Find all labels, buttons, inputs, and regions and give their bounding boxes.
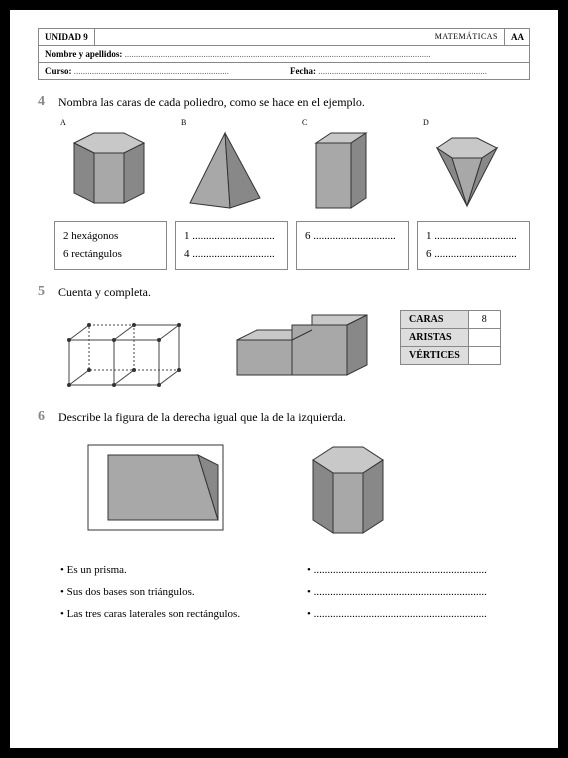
shape-a-hexagonal-prism: A xyxy=(54,118,167,213)
cuboid-icon xyxy=(296,128,386,213)
unidad-label: UNIDAD 9 xyxy=(39,29,95,45)
label-c: C xyxy=(296,118,409,127)
right-bullet-1[interactable]: ........................................… xyxy=(307,559,530,581)
pyramid-icon xyxy=(175,128,275,213)
wireframe-solid-icon xyxy=(54,310,204,395)
right-bullet-2[interactable]: ........................................… xyxy=(307,581,530,603)
caras-label: CARAS xyxy=(401,311,469,329)
curso-dots[interactable]: ........................................… xyxy=(74,66,229,76)
caras-value: 8 xyxy=(468,311,500,329)
answer-a2: 6 rectángulos xyxy=(63,246,158,264)
aristas-value[interactable] xyxy=(468,329,500,347)
label-b: B xyxy=(175,118,288,127)
right-description[interactable]: ........................................… xyxy=(307,559,530,625)
fecha-label: Fecha: xyxy=(290,66,316,76)
fecha-row: Fecha: .................................… xyxy=(284,63,529,79)
label-a: A xyxy=(54,118,167,127)
name-dots[interactable]: ........................................… xyxy=(125,49,431,59)
right-bullet-3[interactable]: ........................................… xyxy=(307,603,530,625)
shape-d-inverted-pyramid: D xyxy=(417,118,530,213)
question-4: 4 Nombra las caras de cada poliedro, com… xyxy=(38,94,530,270)
q5-text: Cuenta y completa. xyxy=(58,284,151,300)
question-6: 6 Describe la figura de la derecha igual… xyxy=(38,409,530,625)
name-row: Nombre y apellidos: ....................… xyxy=(39,46,529,62)
vertices-value[interactable] xyxy=(468,347,500,365)
answer-b2[interactable]: 4 .............................. xyxy=(184,246,279,264)
name-label: Nombre y apellidos: xyxy=(45,49,122,59)
left-description: Es un prisma. Sus dos bases son triángul… xyxy=(60,559,283,625)
fecha-dots[interactable]: ........................................… xyxy=(318,66,487,76)
question-5: 5 Cuenta y completa. xyxy=(38,284,530,395)
triangular-prism-icon xyxy=(68,435,243,545)
answer-c[interactable]: 6 .............................. xyxy=(296,221,409,270)
hexagonal-prism-icon xyxy=(54,128,154,213)
curso-row: Curso: .................................… xyxy=(39,63,284,79)
inverted-hexagonal-pyramid-icon xyxy=(417,128,517,213)
answer-b[interactable]: 1 .............................. 4 .....… xyxy=(175,221,288,270)
answer-a1: 2 hexágonos xyxy=(63,228,158,246)
q6-text: Describe la figura de la derecha igual q… xyxy=(58,409,346,425)
q4-text: Nombra las caras de cada poliedro, como … xyxy=(58,94,365,110)
l-shaped-solid-icon xyxy=(222,310,382,395)
answer-d2[interactable]: 6 .............................. xyxy=(426,246,521,264)
vertices-label: VÉRTICES xyxy=(401,347,469,365)
answer-c1[interactable]: 6 .............................. xyxy=(305,228,400,246)
faces-table: CARAS8 ARISTAS VÉRTICES xyxy=(400,310,501,365)
q5-number: 5 xyxy=(38,284,52,300)
left-bullet-2: Sus dos bases son triángulos. xyxy=(60,581,283,603)
header-box: UNIDAD 9 MATEMÁTICAS AA Nombre y apellid… xyxy=(38,28,530,80)
shape-c-cuboid: C xyxy=(296,118,409,213)
curso-label: Curso: xyxy=(45,66,72,76)
q6-number: 6 xyxy=(38,409,52,425)
aristas-label: ARISTAS xyxy=(401,329,469,347)
label-d: D xyxy=(417,118,530,127)
answer-b1[interactable]: 1 .............................. xyxy=(184,228,279,246)
answer-d1[interactable]: 1 .............................. xyxy=(426,228,521,246)
left-bullet-3: Las tres caras laterales son rectángulos… xyxy=(60,603,283,625)
left-bullet-1: Es un prisma. xyxy=(60,559,283,581)
level-label: AA xyxy=(505,29,529,45)
worksheet-page: UNIDAD 9 MATEMÁTICAS AA Nombre y apellid… xyxy=(10,10,558,748)
answer-d[interactable]: 1 .............................. 6 .....… xyxy=(417,221,530,270)
shape-b-pyramid: B xyxy=(175,118,288,213)
hexagonal-prism-right-icon xyxy=(283,435,413,545)
answer-a: 2 hexágonos 6 rectángulos xyxy=(54,221,167,270)
subject-label: MATEMÁTICAS xyxy=(95,29,505,45)
q4-number: 4 xyxy=(38,94,52,110)
